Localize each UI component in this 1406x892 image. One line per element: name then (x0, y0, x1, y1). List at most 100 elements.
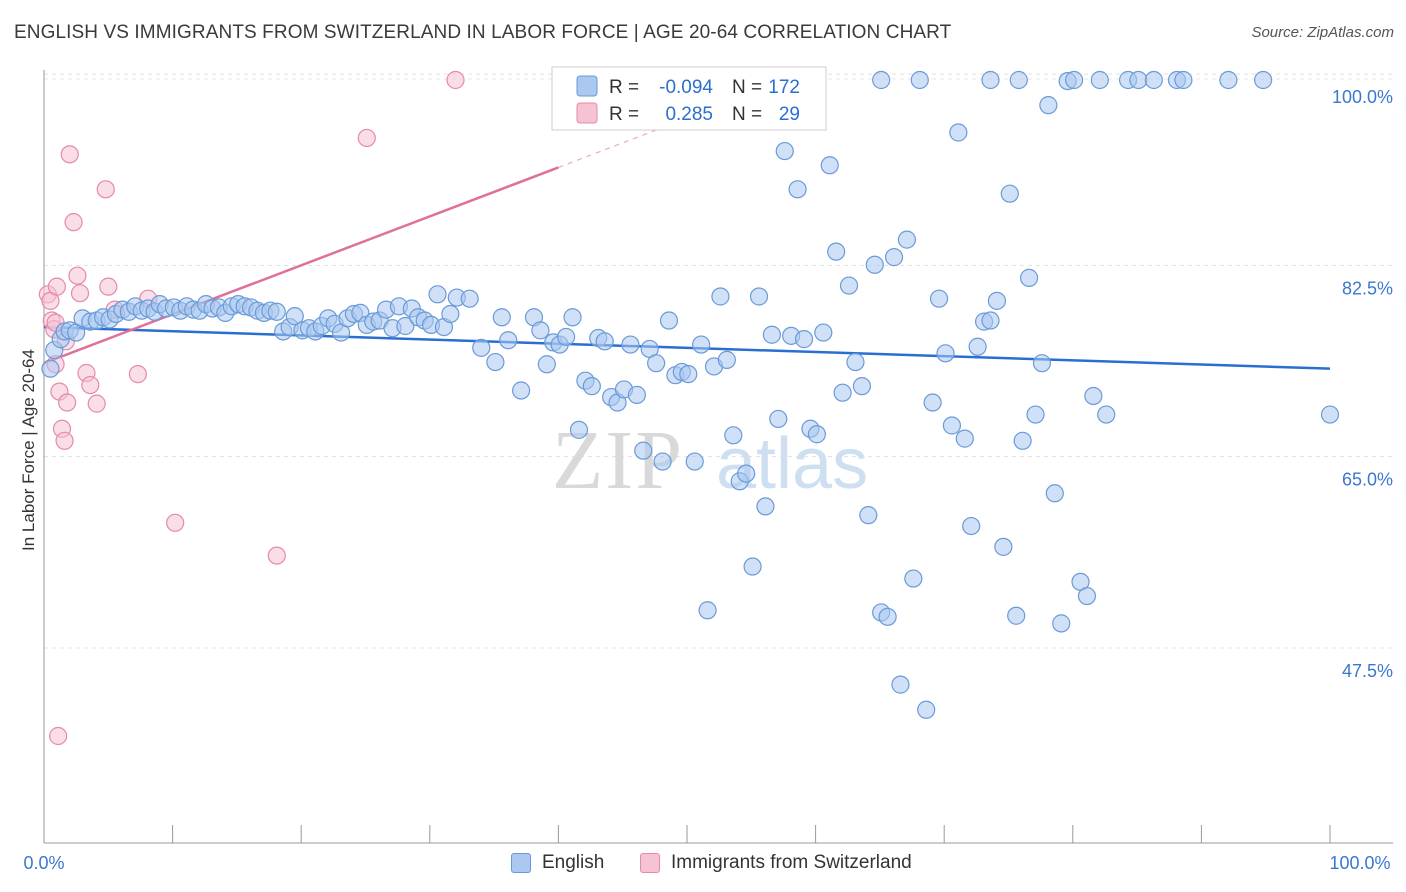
english-point (267, 302, 286, 321)
x-tick-label-left: 0.0% (23, 853, 64, 873)
legend-item-english: English (511, 852, 604, 874)
english-point (537, 355, 556, 374)
legend-label-english: English (542, 852, 605, 873)
english-point (41, 359, 60, 378)
english-point (962, 516, 981, 536)
english-point (1009, 70, 1028, 90)
english-point (563, 308, 582, 327)
english-point (1254, 70, 1273, 90)
swiss-point (81, 375, 100, 395)
english-point (878, 607, 897, 626)
english-point (987, 291, 1007, 310)
swiss-point (55, 431, 74, 450)
english-point (512, 381, 531, 400)
english-point (659, 311, 679, 330)
stats-legend: R = -0.094 N = 172 R = 0.285 N = 29 (551, 66, 827, 131)
trend-line-english (43, 325, 1331, 370)
english-point (807, 425, 826, 444)
english-point (396, 316, 415, 336)
legend-swatch-swiss-bottom (640, 853, 660, 873)
english-point (910, 70, 929, 90)
y-tick-label-0: 100.0% (1332, 87, 1393, 107)
legend-label-swiss: Immigrants from Switzerland (671, 852, 912, 873)
english-point (582, 377, 601, 396)
english-point (569, 420, 589, 439)
english-point (769, 409, 788, 429)
english-point (679, 365, 698, 384)
english-point (1032, 354, 1052, 373)
english-point (955, 429, 974, 448)
english-point (775, 141, 794, 161)
english-point (1064, 70, 1084, 90)
trend-line-swiss (43, 166, 559, 365)
english-point (1320, 405, 1340, 424)
english-point (981, 70, 1000, 90)
english-point (827, 242, 846, 261)
english-point (891, 675, 910, 694)
english-point (737, 464, 756, 483)
english-point (711, 287, 730, 306)
english-point (1000, 184, 1019, 203)
swiss-point (60, 145, 79, 164)
english-point (557, 327, 576, 347)
swiss-point (267, 546, 286, 565)
english-point (486, 352, 505, 372)
english-point (884, 248, 904, 267)
english-point (936, 344, 955, 363)
english-point (1219, 70, 1238, 90)
english-point (981, 311, 1000, 330)
english-point (833, 383, 852, 402)
english-point (743, 557, 762, 576)
english-point (285, 307, 304, 326)
english-point (929, 289, 949, 308)
swiss-point (357, 128, 376, 148)
english-point (499, 331, 518, 350)
english-point (653, 452, 672, 471)
english-point (794, 330, 814, 349)
x-tick-label-right: 100.0% (1329, 853, 1390, 873)
english-point (634, 441, 653, 460)
english-point (685, 452, 704, 471)
y-tick-labels: 100.0% 82.5% 65.0% 47.5% (1332, 87, 1393, 681)
english-point (788, 180, 807, 199)
english-point (472, 338, 491, 357)
english-point (820, 156, 839, 175)
english-point (1144, 70, 1163, 90)
english-point (859, 506, 878, 525)
english-point (872, 70, 891, 90)
y-tick-label-2: 65.0% (1342, 470, 1393, 490)
english-point (621, 335, 640, 354)
english-point (1077, 586, 1097, 606)
swiss-point (68, 266, 87, 285)
english-point (441, 304, 460, 324)
bottom-legend: English Immigrants from Switzerland (0, 852, 1406, 878)
english-point (492, 308, 511, 327)
english-point (1007, 606, 1026, 625)
chart-title: ENGLISH VS IMMIGRANTS FROM SWITZERLAND I… (14, 22, 952, 43)
english-point (428, 285, 447, 304)
english-point (531, 321, 550, 340)
legend-r-label-english: R = (609, 77, 639, 98)
swiss-point (96, 180, 115, 199)
swiss-point (49, 726, 68, 746)
y-axis-label: In Labor Force | Age 20-64 (19, 349, 38, 551)
english-point (949, 123, 968, 142)
swiss-point (70, 284, 90, 303)
english-point (1174, 70, 1193, 90)
english-point (692, 335, 711, 354)
english-point (1026, 405, 1045, 424)
swiss-point (128, 365, 147, 384)
swiss-point (58, 393, 77, 412)
english-point (1090, 70, 1109, 90)
swiss-point (446, 70, 465, 90)
english-point (1039, 96, 1058, 115)
english-points (41, 70, 1340, 719)
english-point (865, 255, 884, 274)
english-point (698, 601, 717, 620)
y-tick-label-3: 47.5% (1342, 661, 1393, 681)
english-point (647, 354, 666, 373)
english-point (1045, 484, 1064, 503)
english-point (756, 497, 775, 516)
english-point (1052, 614, 1071, 633)
